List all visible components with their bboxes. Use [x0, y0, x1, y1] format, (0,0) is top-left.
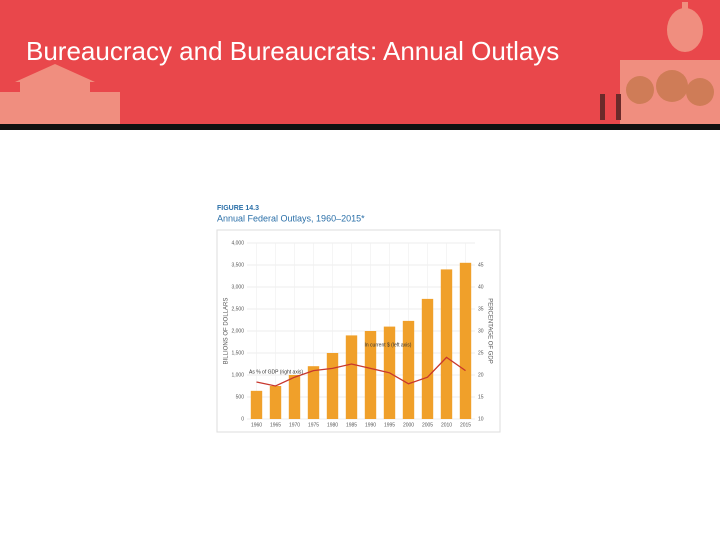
decoration [0, 2, 720, 124]
y-axis-label: BILLIONS OF DOLLARS [224, 298, 230, 365]
y-tick-label: 1,000 [231, 372, 244, 378]
bar [402, 320, 415, 419]
x-tick-label: 2005 [422, 422, 433, 428]
x-tick-label: 2010 [441, 422, 452, 428]
annotation: In current $ (left axis) [365, 342, 412, 348]
y2-tick-label: 20 [478, 372, 484, 378]
bar [326, 353, 339, 419]
divider [0, 124, 720, 130]
y2-axis-label: PERCENTAGE OF GDP [486, 298, 492, 364]
y-tick-label: 3,500 [231, 262, 244, 268]
x-tick-label: 1995 [384, 422, 395, 428]
y2-tick-label: 40 [478, 284, 484, 290]
x-tick-label: 1970 [289, 422, 300, 428]
y-tick-label: 4,000 [231, 240, 244, 246]
y2-tick-label: 25 [478, 350, 484, 356]
bar [421, 298, 434, 419]
bar [269, 386, 282, 419]
y2-tick-label: 35 [478, 306, 484, 312]
y2-tick-label: 15 [478, 394, 484, 400]
x-tick-label: 1985 [346, 422, 357, 428]
y-tick-label: 2,500 [231, 306, 244, 312]
x-tick-label: 2015 [460, 422, 471, 428]
y-tick-label: 2,000 [231, 328, 244, 334]
y2-tick-label: 45 [478, 262, 484, 268]
header: Bureaucracy and Bureaucrats: Annual Outl… [0, 0, 720, 124]
x-tick-label: 2000 [403, 422, 414, 428]
bar [345, 335, 358, 419]
y-tick-label: 500 [236, 394, 245, 400]
x-tick-label: 1975 [308, 422, 319, 428]
y2-tick-label: 30 [478, 328, 484, 334]
chart-title: Annual Federal Outlays, 1960–2015* [217, 213, 365, 223]
bar [440, 269, 453, 419]
bar [307, 366, 320, 419]
bar [288, 375, 301, 419]
x-tick-label: 1980 [327, 422, 338, 428]
y-tick-label: 0 [241, 416, 244, 422]
y2-tick-label: 10 [478, 416, 484, 422]
figure-label: FIGURE 14.3 [217, 205, 259, 212]
x-tick-label: 1965 [270, 422, 281, 428]
slide-title: Bureaucracy and Bureaucrats: Annual Outl… [26, 36, 560, 66]
x-tick-label: 1960 [251, 422, 262, 428]
y-tick-label: 3,000 [231, 284, 244, 290]
bar [459, 262, 472, 419]
bar [250, 390, 263, 419]
y-tick-label: 1,500 [231, 350, 244, 356]
line [256, 356, 466, 387]
x-tick-label: 1990 [365, 422, 376, 428]
bar [364, 331, 377, 419]
annotation: As % of GDP (right axis) [249, 369, 303, 375]
